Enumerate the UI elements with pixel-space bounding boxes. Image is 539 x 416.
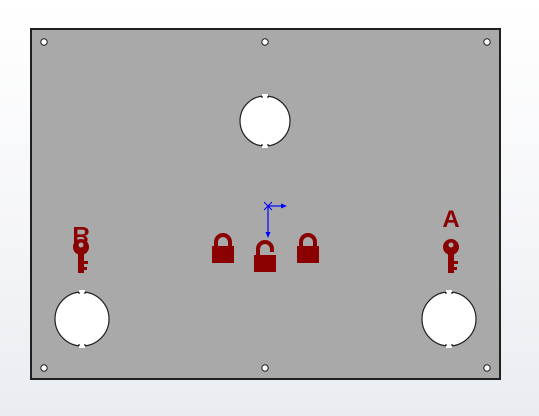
- mounting-hole[interactable]: [483, 364, 491, 372]
- padlock-closed-icon: [297, 233, 319, 263]
- left-keyed-hole[interactable]: [54, 290, 110, 348]
- top-keyed-hole[interactable]: [239, 94, 291, 148]
- label-right: A: [442, 206, 459, 233]
- mounting-hole[interactable]: [40, 364, 48, 372]
- padlock-closed-icon: [212, 233, 234, 263]
- key-icon: [443, 239, 459, 273]
- right-keyed-hole[interactable]: [421, 290, 477, 348]
- large-holes: [54, 94, 477, 348]
- mounting-holes: [40, 38, 491, 372]
- mounting-hole[interactable]: [261, 38, 269, 46]
- coordinate-origin-icon[interactable]: [263, 201, 287, 238]
- padlock-open-icon: [254, 240, 276, 272]
- mounting-hole[interactable]: [483, 38, 491, 46]
- mounting-hole[interactable]: [40, 38, 48, 46]
- mounting-hole[interactable]: [261, 364, 269, 372]
- key-icon: [73, 239, 89, 273]
